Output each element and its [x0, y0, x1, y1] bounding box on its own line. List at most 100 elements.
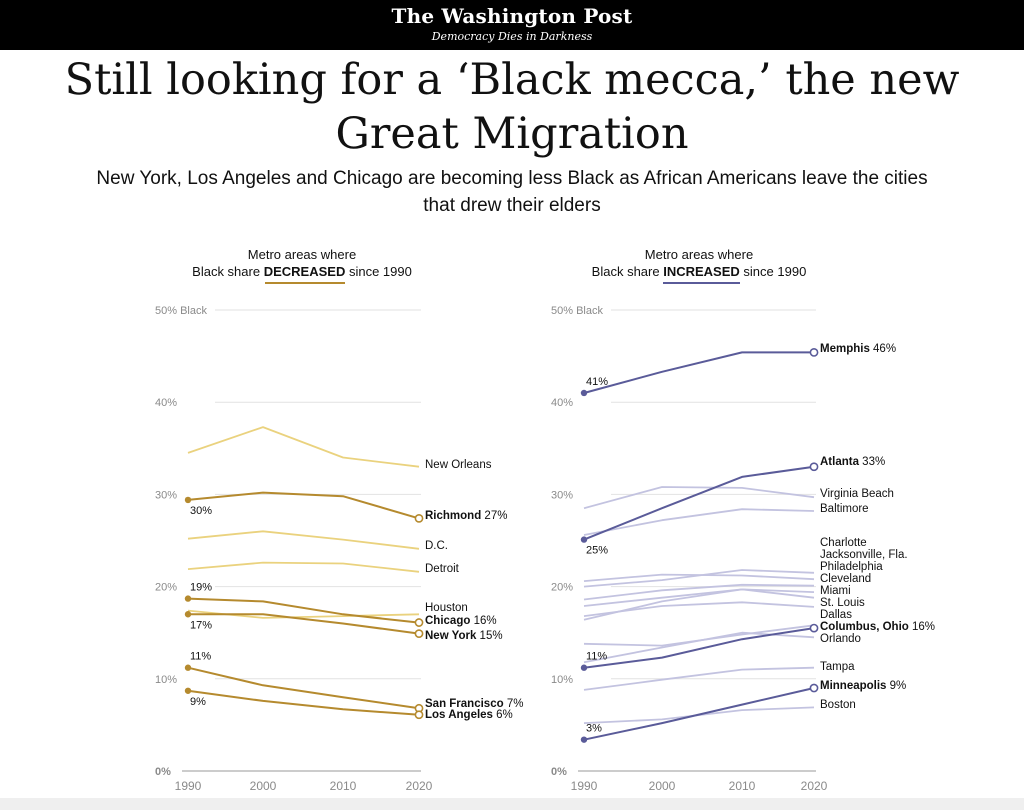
left-y-tick-label: 40% [155, 397, 177, 409]
series-end-marker-memphis [809, 348, 819, 357]
series-label-baltimore: Baltimore [820, 503, 869, 515]
series-label-columbus-ohio: Columbus, Ohio 16% [820, 621, 935, 633]
series-start-label-atlanta: 25% [586, 545, 608, 557]
masthead: The Washington Post Democracy Dies in Da… [0, 0, 1024, 50]
series-label-houston: Houston [425, 602, 468, 614]
series-start-marker-memphis [580, 389, 588, 397]
series-line-san-francisco[interactable] [187, 666, 420, 710]
series-line-richmond[interactable] [187, 491, 420, 520]
series-start-label-los-angeles: 9% [190, 696, 206, 708]
left-panel-title-underline [265, 282, 345, 284]
left-x-tick-label: 2000 [250, 779, 277, 793]
series-start-marker-atlanta [580, 536, 588, 543]
right-panel-title-prefix: Black share [591, 264, 660, 279]
series-end-marker-new-york [414, 629, 424, 639]
right-panel-title-underline [663, 282, 740, 284]
series-line-cleveland[interactable] [583, 588, 815, 607]
series-line-chicago[interactable] [187, 597, 420, 624]
series-start-label-chicago: 19% [190, 582, 212, 594]
right-panel-title-line1: Metro areas where [644, 247, 754, 262]
right-x-tick-label: 2020 [801, 779, 828, 793]
series-label-st-louis: St. Louis [820, 597, 865, 609]
article-dek: New York, Los Angeles and Chicago are be… [96, 168, 928, 216]
series-end-marker-los-angeles [414, 710, 424, 720]
series-start-label-new-york: 17% [190, 619, 212, 631]
left-y-tick-label: 30% [155, 489, 177, 501]
series-start-label-columbus-ohio: 11% [586, 651, 607, 663]
series-label-richmond: Richmond 27% [425, 510, 507, 522]
left-y-tick-label: 10% [155, 674, 177, 686]
series-label-tampa: Tampa [820, 661, 855, 673]
series-line-los-angeles[interactable] [187, 689, 420, 716]
series-line-tampa[interactable] [583, 666, 815, 691]
left-panel-title-line2: Black share DECREASED since 1990 [152, 263, 452, 280]
decreased-line-chart: 0% 10% 20% 30% 40% 50% Black 1990 2000 2010 2020 N… [155, 305, 523, 793]
series-label-new-orleans: New Orleans [425, 459, 492, 471]
series-label-miami: Miami [820, 585, 851, 597]
series-end-marker-atlanta [809, 462, 819, 472]
series-start-label-memphis: 41% [586, 376, 608, 388]
left-x-tick-label: 2020 [406, 779, 433, 793]
series-line-new-orleans[interactable] [187, 426, 420, 468]
series-start-marker-richmond [184, 496, 192, 504]
right-panel-title-emphasis: INCREASED [663, 264, 740, 279]
right-y-tick-label: 10% [551, 674, 573, 686]
series-line-minneapolis[interactable] [583, 687, 815, 741]
series-line-virginia-beach[interactable] [583, 486, 815, 510]
series-line-atlanta[interactable] [583, 465, 815, 541]
series-line-d-c[interactable] [187, 530, 420, 550]
left-panel-title-line1: Metro areas where [247, 247, 357, 262]
right-x-tick-label: 2010 [729, 779, 756, 793]
series-end-marker-minneapolis [809, 683, 819, 693]
left-y-tick-label: 20% [155, 582, 177, 594]
series-label-virginia-beach: Virginia Beach [820, 488, 894, 500]
series-label-dallas: Dallas [820, 609, 852, 621]
left-y-tick-label: 0% [155, 766, 171, 778]
right-x-tick-label: 2000 [649, 779, 676, 793]
right-y-tick-label: 0% [551, 766, 567, 778]
series-label-detroit: Detroit [425, 563, 460, 575]
series-start-label-richmond: 30% [190, 505, 212, 517]
series-label-atlanta: Atlanta 33% [820, 456, 885, 468]
series-line-detroit[interactable] [187, 561, 420, 573]
left-x-tick-label: 2010 [330, 779, 357, 793]
masthead-tagline: Democracy Dies in Darkness [431, 30, 593, 43]
right-y-tick-label: 30% [551, 489, 573, 501]
series-end-marker-richmond [414, 513, 424, 523]
article-headline: Still looking for a ‘Black mecca,’ the n… [64, 55, 960, 159]
right-y-tick-label: 40% [551, 397, 573, 409]
increased-line-chart: 0% 10% 20% 30% 40% 50% Black 1990 2000 2010 2020 V… [551, 305, 935, 793]
right-panel-title: Metro areas where Black share INCREASED … [549, 246, 849, 280]
series-line-new-york[interactable] [188, 613, 420, 635]
series-line-jacksonville-fla[interactable] [583, 573, 815, 582]
right-panel-title-line2: Black share INCREASED since 1990 [549, 263, 849, 280]
right-x-tick-label: 1990 [571, 779, 598, 793]
series-label-memphis: Memphis 46% [820, 343, 896, 355]
series-line-columbus-ohio[interactable] [583, 627, 815, 669]
right-panel-title-suffix: since 1990 [743, 264, 807, 279]
series-end-marker-chicago [414, 618, 424, 627]
right-y-tick-label: 50% Black [551, 305, 603, 317]
series-label-orlando: Orlando [820, 633, 861, 645]
series-line-memphis[interactable] [583, 351, 814, 394]
series-label-d-c: D.C. [425, 540, 448, 552]
series-line-st-louis[interactable] [583, 601, 815, 617]
series-line-baltimore[interactable] [583, 508, 815, 536]
series-label-cleveland: Cleveland [820, 573, 871, 585]
series-label-chicago: Chicago 16% [425, 615, 497, 627]
series-label-boston: Boston [820, 699, 856, 711]
series-end-marker-columbus-ohio [809, 623, 819, 633]
series-start-marker-los-angeles [184, 687, 192, 694]
washington-post-logo[interactable]: The Washington Post [391, 4, 633, 28]
series-line-philadelphia[interactable] [583, 583, 815, 601]
series-label-philadelphia: Philadelphia [820, 561, 883, 573]
series-label-charlotte: Charlotte [820, 537, 867, 549]
series-start-label-minneapolis: 3% [586, 723, 602, 735]
series-start-label-san-francisco: 11% [190, 651, 211, 663]
left-panel-title-emphasis: DECREASED [263, 264, 346, 279]
left-panel-title-suffix: since 1990 [348, 264, 412, 279]
left-x-tick-label: 1990 [175, 779, 202, 793]
series-start-marker-new-york [184, 611, 192, 618]
series-line-orlando[interactable] [583, 631, 815, 664]
